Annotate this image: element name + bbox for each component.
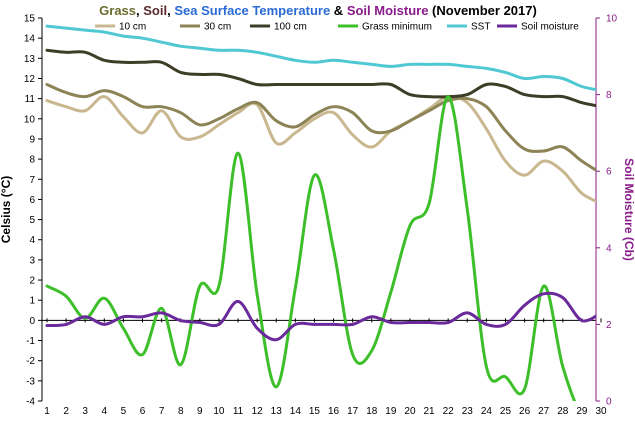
title-part-3: , (167, 3, 174, 18)
x-tick-label: 20 (404, 406, 416, 417)
x-tick-label: 13 (271, 406, 283, 417)
y-tick-label: 15 (24, 14, 36, 25)
y-tick-label: -1 (26, 336, 35, 347)
y2-axis-title: Soil Moisture (Cb) (622, 158, 635, 261)
y2-tick-label: 0 (606, 397, 612, 408)
y-tick-label: 13 (24, 54, 36, 65)
x-tick-label: 30 (595, 406, 607, 417)
x-tick-label: 15 (309, 406, 321, 417)
y-tick-label: -2 (26, 356, 35, 367)
x-tick-label: 12 (252, 406, 264, 417)
legend-label-grass-minimum: Grass minimum (362, 22, 432, 33)
series-line-30-cm (45, 83, 596, 172)
x-tick-label: 26 (519, 406, 531, 417)
legend-label-soil-moisture: Soil moisture (521, 22, 579, 33)
x-tick-label: 8 (178, 406, 184, 417)
legend-label-30-cm: 30 cm (204, 22, 231, 33)
y-tick-label: 11 (25, 94, 36, 105)
x-tick-label: 27 (538, 406, 550, 417)
series-line-10-cm (45, 94, 596, 203)
y-tick-label: -3 (26, 376, 35, 387)
axes (41, 18, 597, 401)
y-tick-label: 8 (29, 155, 35, 166)
x-tick-label: 14 (290, 406, 302, 417)
chart-title: Grass, Soil, Sea Surface Temperature & S… (99, 3, 537, 18)
title-part-1: , (136, 3, 143, 18)
x-tick-label: 25 (500, 406, 512, 417)
y-tick-label: 3 (29, 255, 35, 266)
y-tick-label: 2 (29, 276, 35, 287)
x-tick-label: 7 (159, 406, 165, 417)
y-tick-label: 12 (24, 74, 36, 85)
y-tick-label: 7 (29, 175, 35, 186)
x-tick-label: 23 (462, 406, 474, 417)
x-tick-label: 4 (102, 406, 108, 417)
title-part-4: Sea Surface Temperature (174, 3, 330, 18)
x-tick-label: 19 (385, 406, 397, 417)
y-tick-label: 14 (24, 34, 36, 45)
y-axis-right-ticks: 0 2 4 6 8 10 (596, 14, 618, 408)
title-part-7: (November 2017) (428, 3, 536, 18)
x-tick-label: 1 (44, 406, 50, 417)
legend: 10 cm 30 cm 100 cm Grass minimum SST Soil moi… (95, 22, 579, 33)
legend-label-sst: SST (471, 22, 490, 33)
x-tick-label: 28 (557, 406, 569, 417)
y2-tick-label: 8 (606, 90, 612, 101)
x-tick-label: 24 (481, 406, 493, 417)
y-tick-label: 1 (29, 296, 35, 307)
x-tick-label: 22 (443, 406, 455, 417)
series-lines (45, 24, 596, 401)
legend-label-100-cm: 100 cm (274, 22, 307, 33)
x-tick-label: 21 (424, 406, 436, 417)
x-tick-label: 6 (140, 406, 146, 417)
y-tick-label: 6 (29, 195, 35, 206)
series-line-sst (45, 24, 596, 92)
x-tick-label: 29 (576, 406, 588, 417)
y-axis-title: Celsius (°C) (0, 176, 13, 243)
x-tick-label: 5 (121, 406, 127, 417)
x-tick-label: 9 (197, 406, 203, 417)
y2-tick-label: 2 (606, 320, 612, 331)
x-tick-label: 10 (213, 406, 225, 417)
x-tick-label: 16 (328, 406, 340, 417)
x-tick-label: 3 (82, 406, 88, 417)
x-axis-ticks: 1 2 3 4 5 6 7 8 9 10 11 12 13 14 15 16 17 18 19 20 21 22 23 24 2… (44, 318, 607, 417)
series-line-100-cm (45, 48, 596, 108)
x-tick-label: 11 (233, 406, 244, 417)
title-part-0: Grass (99, 3, 136, 18)
y2-tick-label: 4 (606, 243, 612, 254)
title-part-6: Soil Moisture (347, 3, 429, 18)
x-tick-label: 17 (347, 406, 359, 417)
series-line-soil-moisture (45, 291, 596, 342)
x-tick-label: 2 (63, 406, 69, 417)
y-tick-label: 9 (29, 134, 35, 145)
title-part-5: & (330, 3, 347, 18)
y2-tick-label: 6 (606, 167, 612, 178)
y2-tick-label: 10 (606, 14, 618, 25)
y-tick-label: 5 (29, 215, 35, 226)
title-part-2: Soil (143, 3, 167, 18)
y-tick-label: 0 (29, 316, 35, 327)
legend-label-10-cm: 10 cm (119, 22, 146, 33)
y-tick-label: -4 (26, 397, 35, 408)
y-tick-label: 4 (29, 235, 35, 246)
x-tick-label: 18 (366, 406, 378, 417)
series-line-grass-minimum (45, 95, 577, 401)
y-tick-label: 10 (24, 114, 36, 125)
